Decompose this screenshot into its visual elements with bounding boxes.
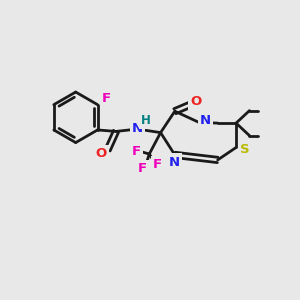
Text: F: F — [153, 158, 162, 171]
Text: N: N — [132, 122, 143, 135]
Text: O: O — [190, 95, 201, 108]
Text: N: N — [200, 114, 211, 127]
Text: O: O — [95, 147, 107, 160]
Text: S: S — [240, 143, 250, 156]
Text: H: H — [141, 114, 151, 127]
Text: F: F — [132, 145, 141, 158]
Text: N: N — [169, 155, 180, 169]
Text: F: F — [102, 92, 111, 105]
Text: F: F — [138, 162, 147, 175]
